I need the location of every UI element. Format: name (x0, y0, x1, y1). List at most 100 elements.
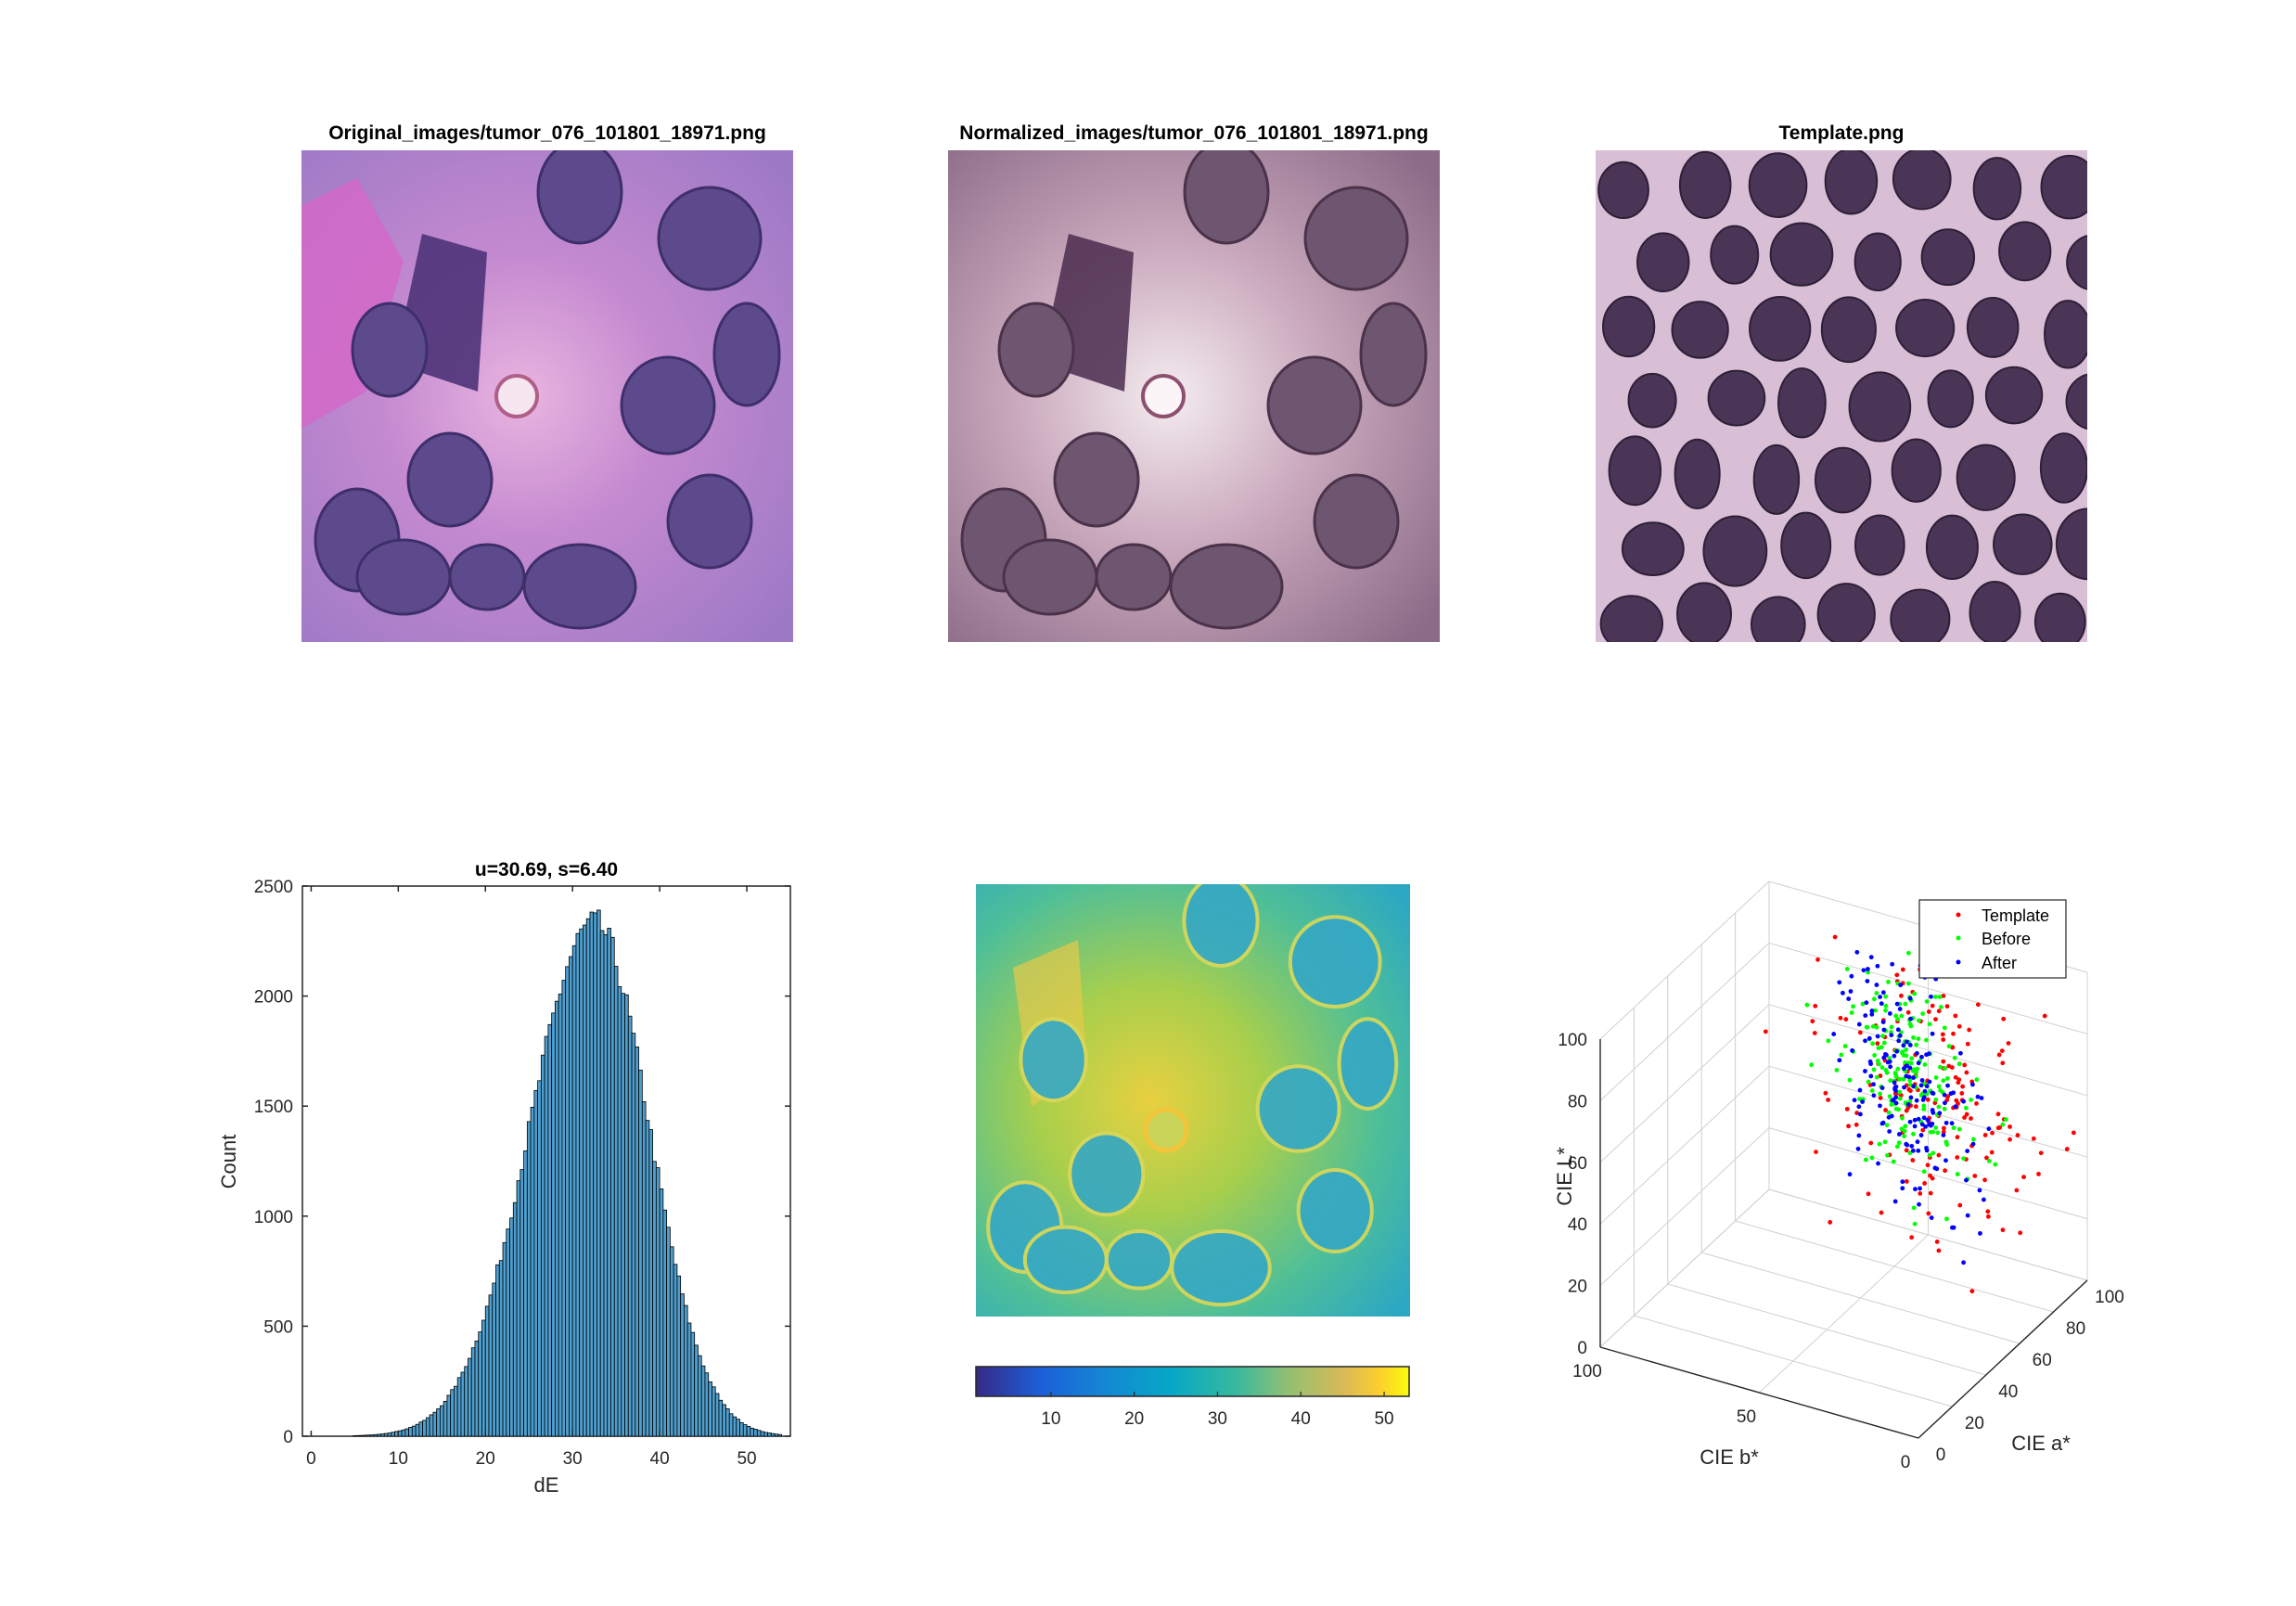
scatter-point (1844, 1106, 1850, 1111)
nucleus (2065, 373, 2087, 430)
scatter-point (1934, 973, 1940, 979)
histogram-bar (383, 1433, 389, 1437)
nucleus (1608, 435, 1662, 507)
scatter-point (1900, 1049, 1905, 1055)
scatter-point (1905, 1063, 1909, 1069)
scatter-point (1823, 1090, 1828, 1096)
scatter-point (1869, 1011, 1875, 1017)
scatter-point (1916, 1148, 1921, 1153)
scatter-point (1955, 1155, 1960, 1160)
nucleus (1183, 150, 1270, 245)
scatter-point (1887, 1056, 1892, 1061)
scatter-point (1904, 1073, 1909, 1079)
scatter-point (1906, 1017, 1912, 1022)
scatter-point (1883, 1108, 1888, 1112)
scatter-point (1863, 1157, 1868, 1163)
scatter-point (1901, 1043, 1906, 1048)
scatter-point (1879, 1086, 1885, 1090)
scatter-point (1897, 1096, 1903, 1101)
histogram-bar (777, 1433, 783, 1437)
nucleus (1777, 367, 1827, 439)
nucleus (1972, 157, 2022, 221)
z-tick-label: 80 (1568, 1092, 1587, 1111)
scatter-point (1864, 1000, 1869, 1006)
scatter-point (1907, 1119, 1913, 1124)
scatter-point (1851, 1004, 1856, 1009)
scatter-point (1954, 1098, 1959, 1103)
histogram-bar (714, 1393, 720, 1437)
nucleus (1053, 431, 1140, 528)
legend-marker-after (1956, 959, 1961, 965)
scatter-point (1934, 1112, 1940, 1118)
scatter-point (2001, 1117, 2007, 1122)
scatter-point (1878, 1095, 1883, 1100)
scatter-point (1880, 1018, 1886, 1022)
scatter-point (1902, 1085, 1906, 1090)
colorbar-ticks: 10 20 30 40 50 (1041, 1392, 1394, 1429)
colorbar-tick-label: 30 (1208, 1409, 1227, 1429)
scatter-point (1880, 990, 1886, 996)
scatter-point (2003, 1117, 2008, 1122)
scatter-point (1898, 983, 1904, 988)
scatter-point (1878, 1103, 1882, 1109)
grid-line (1599, 1346, 1919, 1439)
scatter-point (1951, 1090, 1956, 1096)
histogram-bar (404, 1428, 409, 1437)
scatter-point (1865, 1024, 1870, 1030)
scatter-point (1889, 1024, 1894, 1030)
nucleus (1920, 228, 1976, 287)
scatter-point (1928, 971, 1933, 976)
scatter-point (1877, 1061, 1881, 1067)
nucleus (1848, 371, 1912, 443)
scatter-point (1895, 1066, 1901, 1072)
histogram-bar (607, 928, 611, 1437)
scatter-point (1957, 1202, 1963, 1208)
scatter-legend: Template Before After (1918, 899, 2067, 979)
scatter-point (1918, 1019, 1923, 1024)
histogram-bar (698, 1355, 702, 1437)
histogram-bar (498, 1260, 504, 1437)
scatter-point (1960, 1084, 1966, 1089)
scatter-point (1902, 1066, 1906, 1071)
scatter-point (1847, 1077, 1853, 1083)
scatter-point (1866, 1036, 1872, 1042)
scatter-point (1889, 1102, 1894, 1107)
histogram-bar (621, 993, 625, 1437)
scatter-point (1903, 1039, 1907, 1044)
histogram-bar (436, 1408, 441, 1437)
scatter-point (1924, 1091, 1930, 1097)
scatter-point (1902, 1067, 1906, 1072)
scatter-point (1956, 1101, 1960, 1106)
scatter-point (1924, 1148, 1930, 1153)
scatter-point (1941, 1037, 1946, 1042)
scatter-point (1910, 1016, 1916, 1021)
histogram-bar (558, 993, 563, 1437)
scatter-point (1888, 1064, 1893, 1070)
nucleus (2039, 432, 2087, 504)
histogram-bar (725, 1407, 730, 1437)
scatter-point (1937, 1111, 1943, 1116)
scatter-point (1927, 1152, 1932, 1158)
scatter-point (1941, 1129, 1946, 1135)
scatter-point (1907, 1021, 1913, 1027)
grid-line (1701, 1252, 2020, 1344)
scatter-point (1918, 1186, 1922, 1191)
z-tick-label: 100 (1558, 1031, 1587, 1050)
histogram-bar (429, 1414, 434, 1437)
scatter-point (1912, 1124, 1918, 1129)
histogram-bar (502, 1241, 507, 1437)
scatter-point (1877, 1141, 1882, 1147)
scatter-point (1894, 979, 1900, 984)
histogram-bar (474, 1341, 480, 1437)
x-tick-label: 40 (650, 1449, 670, 1469)
nucleus (1707, 369, 1766, 427)
histogram-bar (425, 1417, 430, 1437)
scatter-point (1854, 949, 1860, 955)
scatter-point (1763, 1029, 1768, 1034)
histogram-bar (373, 1433, 378, 1437)
scatter-point (1918, 1059, 1923, 1064)
scatter-point (1956, 1023, 1962, 1029)
scatter-point (1896, 1034, 1902, 1039)
histogram-bar (694, 1344, 699, 1437)
scatter-point (1922, 1088, 1928, 1094)
